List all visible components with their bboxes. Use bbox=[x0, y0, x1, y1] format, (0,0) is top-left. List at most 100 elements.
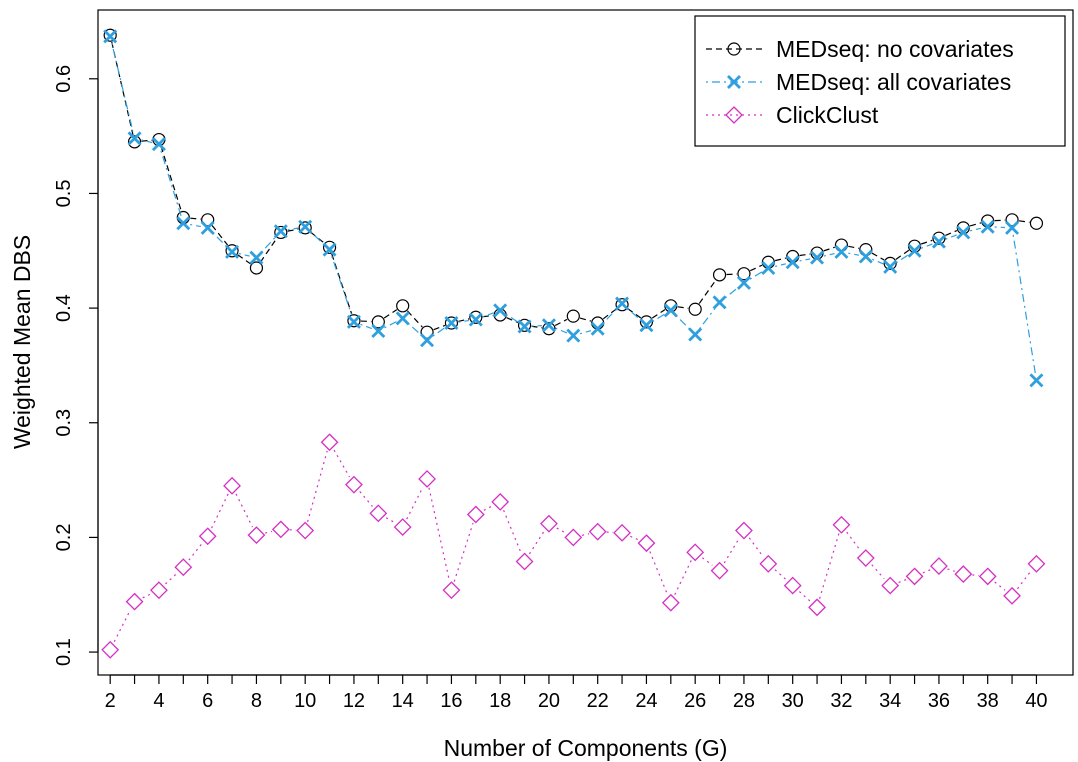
series-1-segment bbox=[848, 245, 860, 249]
series-1-segment bbox=[383, 309, 398, 319]
series-2-point bbox=[1005, 220, 1020, 235]
series-2-point bbox=[298, 219, 313, 234]
series-3-segment bbox=[581, 533, 590, 536]
series-3-point bbox=[393, 518, 412, 537]
series-3-segment bbox=[483, 505, 493, 511]
series-1-point bbox=[688, 302, 702, 316]
x-tick-label: 22 bbox=[587, 690, 609, 712]
series-3-point bbox=[515, 552, 534, 571]
series-2-segment bbox=[920, 243, 933, 249]
series-3-segment bbox=[406, 486, 424, 520]
series-1-segment bbox=[190, 217, 201, 220]
series-3-segment bbox=[528, 530, 545, 555]
series-1-point bbox=[712, 268, 727, 282]
series-3-point bbox=[540, 514, 558, 533]
series-2-point bbox=[322, 242, 337, 257]
series-3-segment bbox=[748, 537, 764, 557]
series-3-segment bbox=[428, 487, 451, 582]
series-1-segment bbox=[506, 317, 519, 324]
series-3-segment bbox=[649, 551, 668, 595]
series-2-point bbox=[736, 275, 751, 290]
series-2-point bbox=[493, 303, 508, 318]
x-tick-label: 32 bbox=[830, 690, 852, 712]
y-axis-title: Weighted Mean DBS bbox=[9, 235, 35, 449]
series-2-point bbox=[103, 29, 118, 44]
series-1-segment bbox=[774, 257, 787, 262]
series-3-segment bbox=[774, 569, 787, 581]
series-2-segment bbox=[360, 323, 372, 330]
x-tick-label: 38 bbox=[977, 690, 999, 712]
series-3-point bbox=[271, 520, 290, 539]
series-3-point bbox=[466, 505, 485, 524]
series-1-segment bbox=[111, 41, 134, 136]
series-2-segment bbox=[458, 319, 469, 323]
series-2-point bbox=[200, 220, 215, 235]
series-3-segment bbox=[798, 591, 811, 602]
series-2-segment bbox=[872, 258, 884, 265]
series-3-segment bbox=[333, 449, 350, 478]
series-1-point bbox=[883, 256, 897, 270]
series-3-point bbox=[856, 549, 875, 567]
series-3-segment bbox=[385, 517, 396, 524]
series-2-point bbox=[761, 260, 776, 275]
series-3-point bbox=[710, 561, 729, 580]
series-2-segment bbox=[823, 252, 835, 257]
legend-marker bbox=[727, 75, 741, 89]
series-2-segment bbox=[969, 227, 982, 232]
series-2-point bbox=[225, 244, 240, 259]
series-3-segment bbox=[702, 557, 713, 566]
series-2-segment bbox=[212, 232, 228, 248]
series-3-point bbox=[345, 475, 363, 494]
series-2-segment bbox=[652, 313, 666, 323]
series-1-segment bbox=[310, 231, 325, 244]
series-1-segment bbox=[259, 237, 278, 263]
series-3-segment bbox=[898, 579, 907, 583]
series-3-segment bbox=[674, 560, 692, 595]
series-1-point bbox=[932, 231, 946, 245]
series-3-point bbox=[369, 504, 388, 523]
series-2-point bbox=[883, 259, 898, 274]
series-3-segment bbox=[819, 533, 840, 599]
series-2-segment bbox=[555, 327, 568, 334]
x-tick-label: 30 bbox=[782, 690, 804, 712]
series-1-point bbox=[347, 314, 361, 328]
series-3-segment bbox=[630, 535, 639, 541]
series-1-segment bbox=[211, 224, 229, 246]
series-3-segment bbox=[846, 531, 861, 552]
x-tick-label: 4 bbox=[153, 690, 164, 712]
series-2-segment bbox=[749, 271, 763, 280]
series-3-segment bbox=[165, 572, 178, 585]
legend-label: MEDseq: all covariates bbox=[776, 69, 1011, 95]
series-1-segment bbox=[969, 222, 982, 227]
series-1-point bbox=[615, 298, 629, 312]
legend: MEDseq: no covariates MEDseq: all covaria… bbox=[694, 15, 1066, 147]
series-2-segment bbox=[675, 314, 691, 330]
series-2-point bbox=[907, 243, 922, 258]
series-3-segment bbox=[556, 527, 566, 534]
series-3-point bbox=[783, 576, 802, 595]
series-3-point bbox=[101, 640, 120, 659]
series-2-point bbox=[615, 296, 630, 311]
series-2-segment bbox=[895, 254, 910, 264]
x-tick-label: 26 bbox=[684, 690, 706, 712]
series-2-segment bbox=[799, 258, 811, 262]
x-tick-label: 8 bbox=[251, 690, 262, 712]
series-3-point bbox=[564, 528, 583, 547]
series-2-segment bbox=[626, 307, 642, 322]
series-2-point bbox=[956, 225, 971, 240]
series-1-point bbox=[103, 28, 117, 42]
series-2-segment bbox=[848, 252, 860, 256]
series-3-point bbox=[247, 526, 266, 545]
series-3-segment bbox=[235, 493, 253, 528]
series-1-segment bbox=[579, 317, 592, 322]
series-3-point bbox=[223, 476, 241, 495]
series-3-point bbox=[759, 554, 778, 573]
series-1-segment bbox=[945, 230, 958, 236]
y-tick-label: 0.6 bbox=[53, 65, 75, 93]
series-2-point bbox=[249, 250, 264, 265]
series-3-point bbox=[150, 581, 168, 600]
series-1-point bbox=[396, 299, 410, 313]
series-3-segment bbox=[503, 509, 522, 554]
series-3-segment bbox=[113, 609, 132, 643]
series-1-segment bbox=[237, 254, 252, 265]
